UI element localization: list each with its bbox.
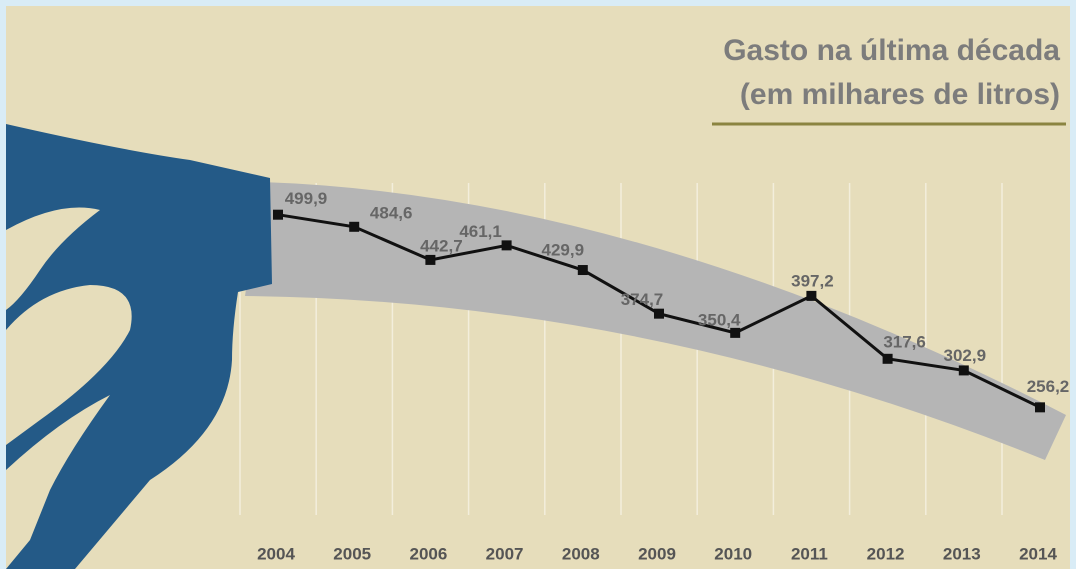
point [959,365,969,375]
point [578,265,588,275]
point [654,309,664,319]
x-tick-label: 2014 [1019,544,1057,563]
value-label: 374,7 [621,290,664,309]
x-tick-label: 2011 [791,544,828,563]
point [425,255,435,265]
x-tick-label: 2005 [333,544,371,563]
value-label: 461,1 [459,222,502,241]
x-tick-label: 2010 [714,544,752,563]
value-label: 317,6 [883,332,926,351]
point [730,328,740,338]
point [502,240,512,250]
point [1035,402,1045,412]
point [273,210,283,220]
chart-title: Gasto na última década [723,34,1060,67]
value-label: 429,9 [542,241,585,260]
x-tick-label: 2013 [943,544,981,563]
value-label: 256,2 [1027,377,1070,396]
value-label: 302,9 [944,346,987,365]
point [349,222,359,232]
value-label: 442,7 [420,236,463,255]
value-label: 484,6 [370,203,413,222]
value-label: 499,9 [285,189,328,208]
value-label: 397,2 [791,271,834,290]
x-tick-label: 2012 [867,544,905,563]
x-tick-label: 2007 [486,544,524,563]
x-tick-label: 2009 [638,544,676,563]
x-tick-label: 2004 [257,544,295,563]
x-tick-label: 2008 [562,544,600,563]
point [806,291,816,301]
value-label: 350,4 [698,310,741,329]
point [883,354,893,364]
chart-subtitle: (em milhares de litros) [740,78,1060,111]
x-tick-label: 2006 [409,544,447,563]
chart: Gasto na última década (em milhares de l… [0,0,1076,569]
